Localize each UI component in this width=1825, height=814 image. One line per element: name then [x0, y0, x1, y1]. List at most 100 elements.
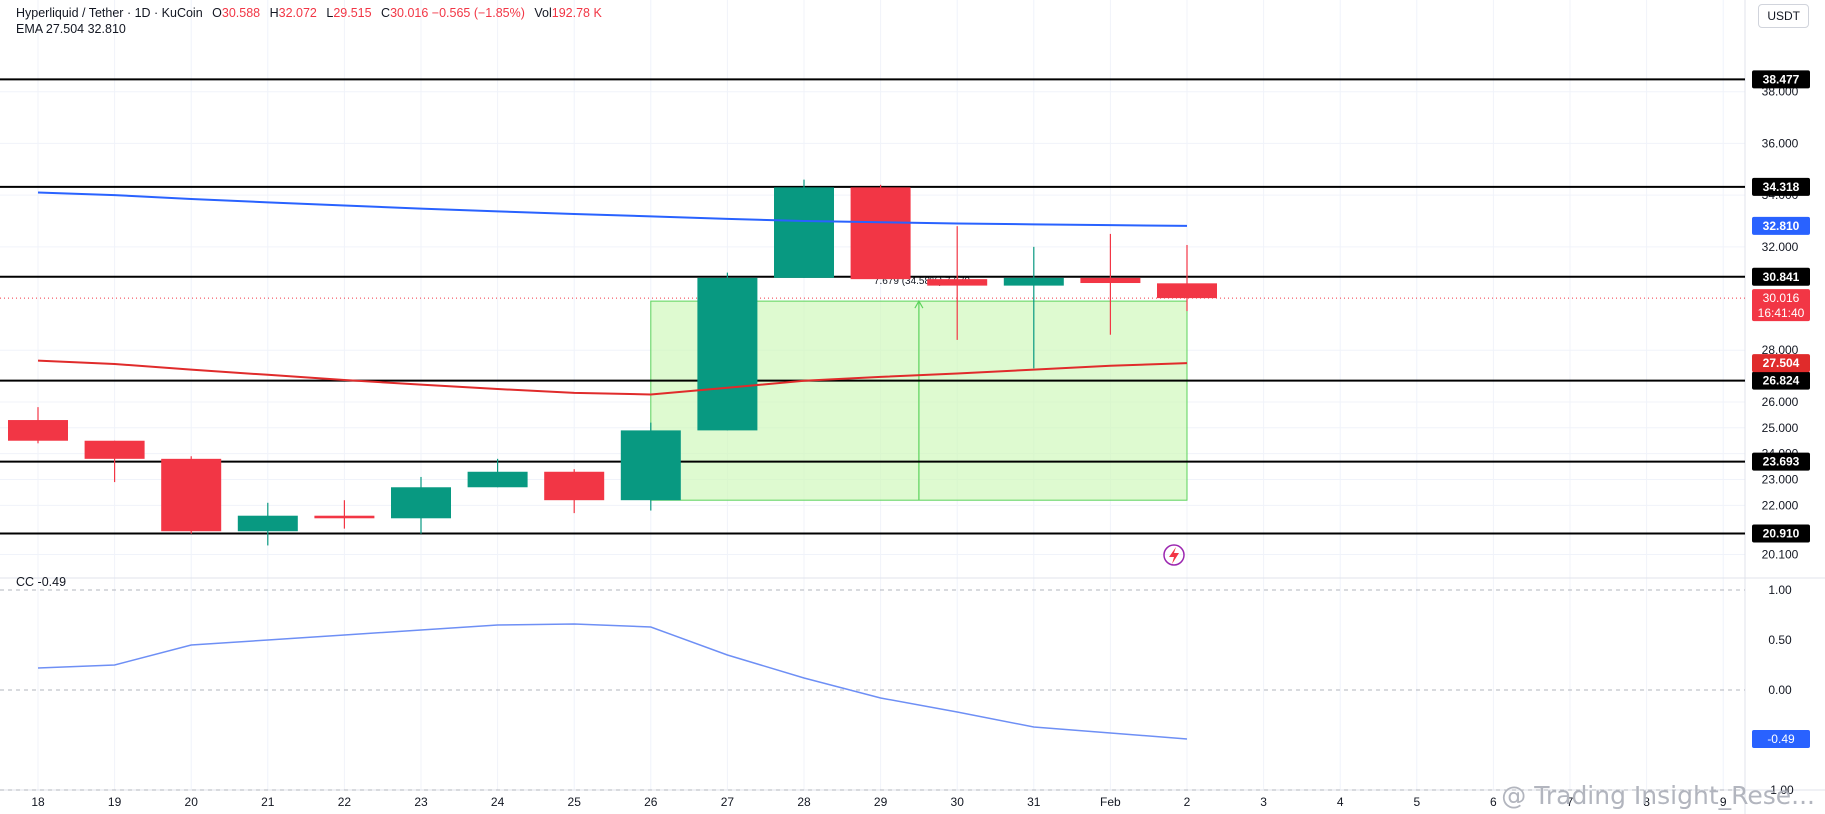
ema-slow-tag: 32.810	[1763, 219, 1800, 233]
cc-tick: 0.50	[1768, 633, 1792, 647]
time-tick: 31	[1027, 795, 1041, 809]
candle-body	[1080, 277, 1141, 284]
candle-body	[391, 487, 451, 519]
time-tick: 2	[1184, 795, 1191, 809]
candle-body	[237, 515, 298, 532]
ema-slow-value: 32.810	[87, 22, 126, 36]
time-tick: 18	[31, 795, 45, 809]
candle-body	[927, 279, 988, 286]
horizontal-levels	[0, 78, 1745, 535]
time-tick: 4	[1337, 795, 1344, 809]
cc-legend[interactable]: CC -0.49	[16, 575, 67, 589]
time-tick: 28	[797, 795, 811, 809]
candle-body	[8, 420, 68, 441]
time-axis: 18 19 20 21 22 23 24 25 26 27 28 29 30 31 Feb 2 3 4 5 6 7 8 9	[31, 795, 1727, 809]
price-tick: 23.000	[1762, 473, 1799, 487]
price-tick: 36.000	[1762, 136, 1799, 150]
level-tag-bg	[1752, 371, 1810, 390]
level-tag: 34.318	[1763, 180, 1800, 194]
candle-body	[1003, 277, 1064, 286]
candle-body	[620, 430, 681, 501]
time-tick: 21	[261, 795, 275, 809]
close-value: 30.016	[390, 6, 429, 20]
price-tick: 22.000	[1762, 498, 1799, 512]
ema-fast-line	[37, 359, 1188, 396]
cc-tag-bg	[1752, 730, 1810, 748]
level-tag: 26.824	[1763, 374, 1800, 388]
price-tick: 25.000	[1762, 421, 1799, 435]
cc-tick: -1.00	[1766, 783, 1794, 797]
ema-fast-value: 27.504	[45, 22, 85, 36]
time-tick: 27	[721, 795, 735, 809]
time-tick: 26	[644, 795, 658, 809]
symbol-header: Hyperliquid / Tether · 1D · KuCoin O30.5…	[16, 6, 602, 20]
change-value: −0.565 (−1.85%)	[431, 6, 525, 20]
candle-body	[544, 471, 605, 501]
time-tick: 29	[874, 795, 888, 809]
currency-button[interactable]: USDT	[1758, 4, 1809, 28]
candles	[8, 179, 1217, 546]
level-tag: 20.910	[1763, 527, 1800, 541]
volume-value: 192.78 K	[551, 6, 602, 20]
candle	[620, 422, 681, 511]
ema-legend[interactable]: EMA 27.504 32.810	[16, 22, 126, 36]
time-tick: Feb	[1100, 795, 1121, 809]
time-tick: 30	[951, 795, 965, 809]
candle	[850, 184, 911, 280]
time-tick: 9	[1720, 795, 1727, 809]
candle-body	[161, 458, 222, 532]
high-value: 32.072	[278, 6, 317, 20]
candle	[237, 502, 298, 546]
time-tick: 23	[414, 795, 428, 809]
time-tick: 6	[1490, 795, 1497, 809]
level-tag: 38.477	[1763, 72, 1800, 86]
ema-fast-tag: 27.504	[1763, 356, 1800, 370]
candle	[391, 476, 451, 534]
price-tick: 28.000	[1762, 343, 1799, 357]
open-value: 30.588	[221, 6, 261, 20]
current-price-tag: 30.016	[1763, 291, 1800, 305]
time-tick: 24	[491, 795, 505, 809]
candle-body	[1157, 283, 1217, 299]
candle-body	[84, 440, 145, 459]
candle	[314, 500, 375, 529]
time-tick: 25	[568, 795, 582, 809]
level-tag: 23.693	[1763, 455, 1800, 469]
low-value: 29.515	[333, 6, 372, 20]
cc-tick: 1.00	[1768, 583, 1792, 597]
ema-slow-tag-bg	[1752, 216, 1810, 235]
candle	[161, 456, 222, 534]
time-tick: 7	[1567, 795, 1574, 809]
time-tick: 19	[108, 795, 122, 809]
candle	[774, 179, 834, 278]
level-tag: 30.841	[1763, 270, 1800, 284]
bolt-icon[interactable]	[1163, 544, 1185, 566]
watermark: @ Trading Insight_Rese...	[1501, 781, 1815, 810]
axis-labels: 38.477 34.318 30.841 26.824 23.693 20.910 32.8…	[1752, 70, 1810, 748]
price-tick: 20.100	[1762, 547, 1799, 561]
candle	[697, 272, 758, 431]
level-tag-bg	[1752, 452, 1810, 471]
candle-body	[850, 187, 911, 280]
candle	[1157, 244, 1217, 312]
countdown-tag: 16:41:40	[1758, 306, 1805, 320]
cc-line	[37, 623, 1188, 740]
time-tick: 8	[1643, 795, 1650, 809]
candle-body	[774, 187, 834, 278]
price-tick: 32.000	[1762, 240, 1799, 254]
symbol-name[interactable]: Hyperliquid / Tether · 1D · KuCoin	[16, 6, 203, 20]
candle	[1080, 233, 1141, 335]
candle	[927, 226, 988, 340]
cc-tick: 0.00	[1768, 683, 1792, 697]
cc-indicator	[0, 589, 1745, 791]
cc-value: -0.49	[37, 575, 67, 589]
level-tag-bg	[1752, 177, 1810, 196]
measure-arrow-head	[914, 299, 924, 309]
time-tick: 3	[1260, 795, 1267, 809]
candle-body	[467, 471, 528, 488]
level-tag-bg	[1752, 70, 1810, 89]
level-tag-bg	[1752, 267, 1810, 286]
time-tick: 5	[1413, 795, 1420, 809]
candle-body	[697, 277, 758, 431]
